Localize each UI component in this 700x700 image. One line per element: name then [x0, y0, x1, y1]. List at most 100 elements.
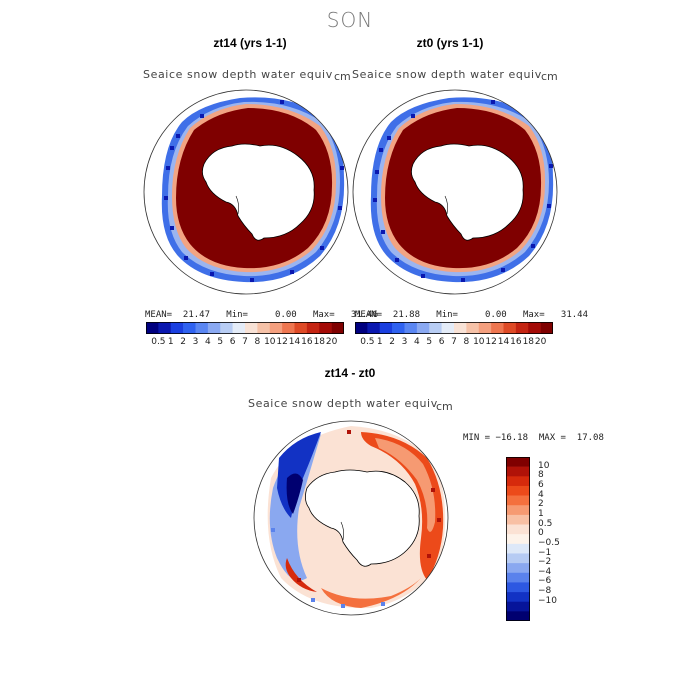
colorbar-labels-diff: 10 8 6 4 2 1 0.5 0 −0.5 −1 −2 −4 −6 −8 −… — [538, 457, 578, 621]
colorbar-swatch — [170, 322, 184, 334]
colorbar-tick: 4 — [205, 337, 211, 347]
colorbar-swatch — [355, 322, 368, 334]
colorbar-swatch — [506, 553, 530, 564]
colorbar-swatch — [506, 466, 530, 477]
panel-title-zt14: zt14 (yrs 1-1) — [213, 36, 287, 50]
colorbar-zt0 — [355, 322, 553, 334]
continent-antarctica — [305, 469, 420, 567]
colorbar-tick: 0.5 — [538, 518, 553, 529]
colorbar-tick: 2 — [538, 499, 544, 510]
colorbar-swatch — [146, 322, 159, 334]
colorbar-swatch — [506, 476, 530, 487]
variable-label-diff: Seaice snow depth water equiv — [248, 397, 438, 410]
variable-label-zt0: Seaice snow depth water equiv — [352, 68, 542, 81]
colorbar-swatch — [195, 322, 209, 334]
polar-map-zt0 — [352, 89, 558, 295]
colorbar-swatch — [269, 322, 283, 334]
colorbar-tick: 0 — [538, 528, 544, 539]
colorbar-swatch — [306, 322, 320, 334]
panel-title-diff: zt14 - zt0 — [324, 366, 376, 380]
colorbar-tick: 5 — [217, 337, 224, 347]
colorbar-swatch — [503, 322, 517, 334]
colorbar-tick: 10 — [264, 337, 276, 347]
colorbar-tick: 4 — [538, 489, 544, 500]
units-label-zt0: cm — [541, 70, 558, 83]
colorbar-tick: −0.5 — [538, 537, 560, 548]
colorbar-tick: −4 — [538, 566, 552, 577]
colorbar-swatch — [506, 534, 530, 545]
colorbar-swatch — [404, 322, 418, 334]
stats-zt14: MEAN= 21.47 Min= 0.00 Max= 31.46 — [145, 310, 378, 320]
colorbar-swatch — [183, 322, 196, 334]
continent-antarctica — [202, 143, 315, 241]
colorbar-swatch — [491, 322, 504, 334]
colorbar-tick: 8 — [538, 470, 544, 481]
colorbar-tick: −2 — [538, 557, 552, 568]
colorbar-swatch — [506, 582, 530, 593]
colorbar-tick: 18 — [522, 337, 535, 347]
units-label-diff: cm — [436, 400, 453, 413]
colorbar-swatch — [379, 322, 393, 334]
colorbar-labels-zt14: 0.5 1 2 3 4 5 6 7 8 10 12 14 16 18 20 — [146, 337, 344, 349]
colorbar-swatch — [506, 563, 530, 574]
colorbar-tick: 14 — [288, 337, 301, 347]
units-label-zt14: cm — [334, 70, 351, 83]
colorbar-tick: 5 — [426, 337, 433, 347]
variable-label-zt14: Seaice snow depth water equiv — [143, 68, 333, 81]
colorbar-tick: 12 — [276, 337, 288, 347]
colorbar-tick: 14 — [497, 337, 510, 347]
polar-map-zt14 — [143, 89, 349, 295]
colorbar-swatch — [392, 322, 405, 334]
colorbar-tick: −10 — [538, 595, 557, 606]
colorbar-tick: 7 — [451, 337, 457, 347]
colorbar-swatch — [506, 495, 530, 506]
colorbar-tick: 16 — [510, 337, 522, 347]
colorbar-tick: 2 — [180, 337, 186, 347]
colorbar-swatch — [367, 322, 381, 334]
colorbar-zt14 — [146, 322, 344, 334]
colorbar-tick: 3 — [401, 337, 408, 347]
colorbar-tick: 20 — [325, 337, 338, 347]
colorbar-swatch — [220, 322, 233, 334]
colorbar-swatch — [466, 322, 480, 334]
colorbar-tick: 7 — [242, 337, 248, 347]
colorbar-tick: 6 — [438, 337, 445, 347]
continent-antarctica — [411, 143, 524, 241]
colorbar-swatch — [245, 322, 258, 334]
colorbar-swatch — [506, 524, 530, 535]
colorbar-tick: 2 — [389, 337, 395, 347]
polar-map-diff — [253, 420, 449, 616]
colorbar-labels-zt0: 0.5 1 2 3 4 5 6 7 8 10 12 14 16 18 20 — [355, 337, 553, 349]
colorbar-tick: 4 — [414, 337, 420, 347]
colorbar-tick: 8 — [254, 337, 261, 347]
colorbar-tick: 0.5 — [151, 337, 166, 347]
colorbar-tick: 8 — [463, 337, 470, 347]
colorbar-tick: 20 — [534, 337, 547, 347]
colorbar-swatch — [416, 322, 430, 334]
colorbar-tick: 16 — [301, 337, 313, 347]
colorbar-swatch — [441, 322, 455, 334]
colorbar-swatch — [257, 322, 271, 334]
colorbar-swatch — [506, 611, 530, 621]
colorbar-tick: 10 — [473, 337, 485, 347]
colorbar-tick: 6 — [229, 337, 236, 347]
colorbar-swatch — [506, 457, 530, 467]
colorbar-tick: 1 — [167, 337, 174, 347]
colorbar-swatch — [478, 322, 492, 334]
colorbar-tick: 12 — [485, 337, 497, 347]
figure-title: SON — [326, 8, 374, 32]
colorbar-tick: −8 — [538, 586, 552, 597]
colorbar-tick: −6 — [538, 576, 552, 587]
colorbar-swatch — [506, 572, 530, 583]
colorbar-swatch — [515, 322, 529, 334]
colorbar-swatch — [331, 322, 344, 334]
colorbar-swatch — [540, 322, 553, 334]
colorbar-tick: 1 — [376, 337, 383, 347]
colorbar-swatch — [282, 322, 295, 334]
panel-title-zt0: zt0 (yrs 1-1) — [416, 36, 484, 50]
colorbar-tick: 6 — [538, 479, 544, 490]
colorbar-tick: 10 — [538, 460, 550, 471]
colorbar-swatch — [232, 322, 246, 334]
colorbar-swatch — [454, 322, 467, 334]
colorbar-swatch — [506, 485, 530, 496]
